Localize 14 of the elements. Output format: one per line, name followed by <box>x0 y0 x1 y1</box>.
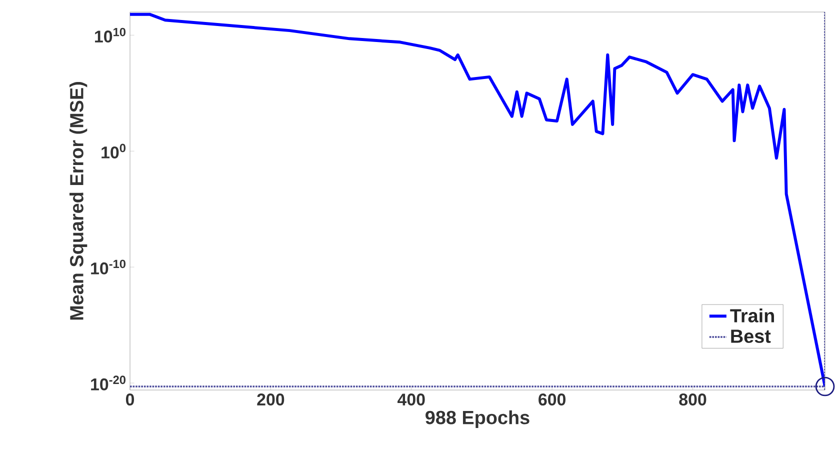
x-tick-label: 600 <box>538 394 566 406</box>
line-series <box>130 12 826 388</box>
legend-label: Train <box>730 308 774 322</box>
x-tick-label: 200 <box>257 394 284 406</box>
y-tick-label: 10$^{10}$ <box>95 28 126 43</box>
y-tick-label: 10$^{0}$ <box>102 144 126 158</box>
x-tick-label: 800 <box>679 394 706 406</box>
ref-line-label: Best <box>731 330 771 343</box>
x-axis-title: 988 Epochs <box>426 410 530 428</box>
x-tick-label: 0 <box>126 394 134 406</box>
x-tick-label: 400 <box>398 394 425 406</box>
y-axis-title: Mean Squared Error (MSE) <box>70 82 88 320</box>
y-tick-label: 10$^{-20}$ <box>91 376 126 390</box>
y-tick-label: 10$^{-10}$ <box>91 260 126 274</box>
